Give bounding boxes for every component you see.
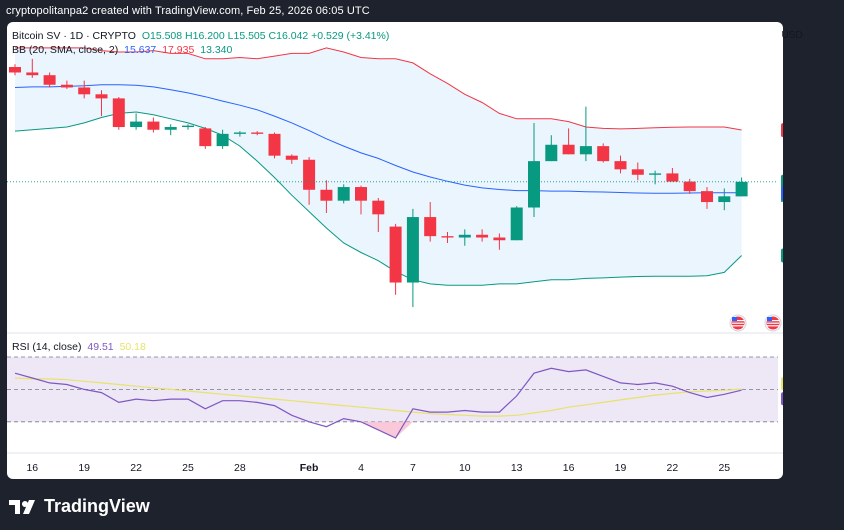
bb-upper-price-tag-bg [781, 123, 783, 138]
candle-body[interactable] [493, 237, 506, 241]
x-tick-label: 10 [459, 462, 471, 474]
candle-body[interactable] [631, 169, 644, 175]
ohlc-values: O15.508 H16.200 L15.505 C16.042 +0.529 (… [141, 30, 390, 42]
candle-body[interactable] [9, 67, 21, 73]
candle-body[interactable] [112, 98, 125, 128]
x-tick-label: 16 [26, 462, 38, 474]
us-event-flag-icon-stripe [732, 325, 744, 327]
candle-body[interactable] [528, 161, 540, 208]
candle-body[interactable] [649, 173, 662, 175]
us-event-flag-icon-2-canton [767, 317, 772, 321]
candle-body[interactable] [562, 144, 575, 155]
rsi-ma-line [14, 377, 742, 417]
tradingview-logo[interactable]: TradingView [9, 496, 150, 517]
rsi-ma-legend-value: 50.18 [119, 341, 146, 353]
candle-body[interactable] [26, 72, 39, 76]
rsi-label[interactable]: RSI (14, close) [12, 341, 82, 353]
header-attribution: cryptopolitanpa2 created with TradingVie… [6, 5, 370, 17]
us-event-flag-icon-2-stripe [767, 325, 779, 327]
x-tick-label: 16 [563, 462, 575, 474]
chart-card[interactable]: 21.00020.00019.00018.00017.00014.00013.0… [7, 22, 783, 479]
x-tick-label: 22 [130, 462, 142, 474]
candle-body[interactable] [95, 94, 108, 99]
candle-body[interactable] [199, 128, 212, 147]
candle-body[interactable] [614, 161, 627, 170]
bollinger-band-fill [15, 47, 742, 286]
bb-upper-value: 17.935 [162, 44, 195, 56]
rsi-line [14, 367, 742, 439]
candle-body[interactable] [545, 144, 558, 162]
candle-body[interactable] [666, 173, 679, 182]
bb-mid-price-tag-bg [781, 185, 783, 200]
candle-body[interactable] [233, 132, 246, 134]
bb-lower-line [14, 111, 742, 286]
candle-body[interactable] [718, 196, 731, 203]
candle-body[interactable] [130, 121, 143, 128]
candle-body[interactable] [441, 236, 454, 238]
candle-body[interactable] [337, 187, 350, 201]
candle-body[interactable] [303, 159, 316, 190]
candle-body[interactable] [43, 75, 56, 85]
x-tick-label: 25 [718, 462, 730, 474]
rsi-legend-value: 49.51 [87, 341, 114, 353]
candle-body[interactable] [147, 121, 160, 130]
rsi-ma-tag-bg [781, 377, 783, 391]
candle-body[interactable] [579, 146, 592, 155]
bb-lower-price-tag-bg [781, 248, 783, 263]
bb-upper-line [15, 47, 742, 131]
candle-body[interactable] [268, 133, 281, 156]
bb-mid-value: 15.637 [124, 44, 157, 56]
x-tick-label: 7 [410, 462, 416, 474]
x-tick-label: 25 [182, 462, 194, 474]
symbol-name[interactable]: Bitcoin SV · 1D · CRYPTO [12, 30, 136, 42]
us-event-flag-icon-2-stripe [767, 320, 779, 322]
currency-label[interactable]: USD [781, 30, 803, 41]
tradingview-logo-text: TradingView [44, 496, 150, 516]
candle-body[interactable] [458, 234, 471, 238]
candle-body[interactable] [476, 234, 489, 238]
x-tick-label: 13 [511, 462, 523, 474]
candle-body[interactable] [735, 181, 748, 197]
candle-body[interactable] [251, 132, 264, 134]
candle-body[interactable] [182, 125, 194, 128]
candle-body[interactable] [510, 207, 523, 241]
last-price-tag-bg [781, 174, 783, 189]
symbol-legend[interactable]: Bitcoin SV · 1D · CRYPTO O15.508 H16.200… [12, 30, 389, 42]
bb-lower-value: 13.340 [200, 44, 233, 56]
candle-body[interactable] [320, 189, 333, 201]
candle-body[interactable] [683, 181, 696, 192]
rsi-value-tag-bg [781, 392, 783, 406]
candle-body[interactable] [424, 217, 437, 237]
us-event-flag-icon-stripe [732, 322, 744, 324]
rsi-legend[interactable]: RSI (14, close) 49.51 50.18 [12, 341, 146, 353]
chart-canvas[interactable]: 21.00020.00019.00018.00017.00014.00013.0… [7, 22, 783, 479]
x-tick-label: 19 [78, 462, 90, 474]
bb-label[interactable]: BB (20, SMA, close, 2) [12, 44, 119, 56]
bb-legend[interactable]: BB (20, SMA, close, 2) 15.637 17.935 13.… [12, 44, 232, 56]
candle-body[interactable] [701, 191, 713, 203]
candle-body[interactable] [597, 146, 610, 162]
candle-body[interactable] [355, 187, 367, 201]
candle-body[interactable] [372, 200, 385, 215]
candle-body[interactable] [216, 133, 229, 147]
candle-body[interactable] [78, 87, 91, 95]
candle-body[interactable] [389, 226, 402, 283]
header-bar: cryptopolitanpa2 created with TradingVie… [0, 0, 844, 22]
us-event-flag-icon-2-stripe [767, 322, 779, 324]
x-tick-label: 28 [234, 462, 246, 474]
x-tick-label: 4 [358, 462, 364, 474]
us-event-flag-icon-canton [732, 317, 737, 321]
candle-body[interactable] [285, 155, 298, 160]
us-event-flag-icon-stripe [732, 320, 744, 322]
bb-mid-line [14, 84, 742, 194]
tradingview-logo-icon [9, 500, 35, 515]
candle-body[interactable] [164, 127, 177, 130]
x-tick-label: Feb [300, 462, 319, 474]
candle-body[interactable] [60, 84, 73, 88]
x-tick-label: 22 [667, 462, 679, 474]
candle-body[interactable] [406, 217, 419, 283]
x-tick-label: 19 [615, 462, 627, 474]
